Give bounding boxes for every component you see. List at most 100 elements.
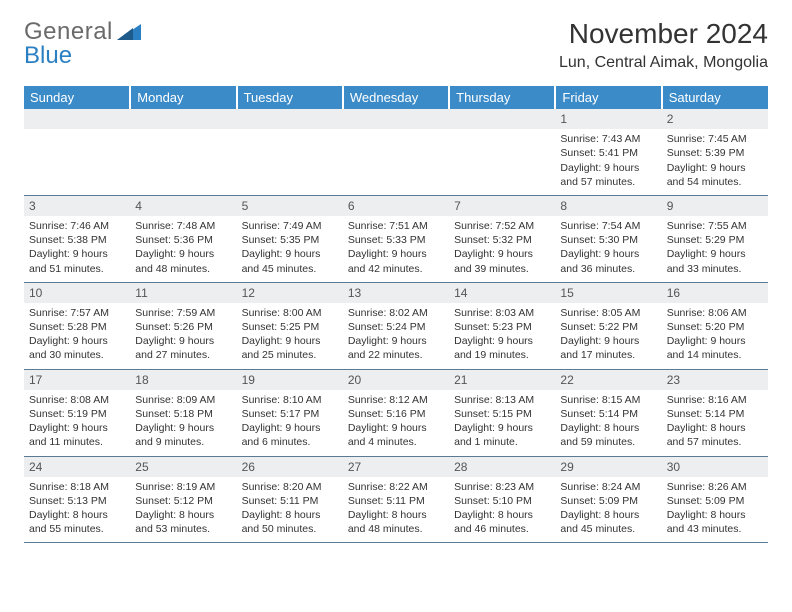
daylight-line: Daylight: 8 hours and 50 minutes.	[242, 508, 338, 536]
day-number-cell: 28	[449, 456, 555, 477]
day-header: Monday	[130, 86, 236, 109]
sunset-line: Sunset: 5:13 PM	[29, 494, 125, 508]
day-number-cell: 4	[130, 195, 236, 216]
sunrise-line: Sunrise: 8:08 AM	[29, 393, 125, 407]
day-detail-cell: Sunrise: 8:23 AMSunset: 5:10 PMDaylight:…	[449, 477, 555, 543]
sunset-line: Sunset: 5:24 PM	[348, 320, 444, 334]
day-detail-cell: Sunrise: 8:18 AMSunset: 5:13 PMDaylight:…	[24, 477, 130, 543]
day-detail-cell: Sunrise: 7:57 AMSunset: 5:28 PMDaylight:…	[24, 303, 130, 369]
daylight-line: Daylight: 9 hours and 33 minutes.	[667, 247, 763, 275]
day-header: Thursday	[449, 86, 555, 109]
day-detail-cell: Sunrise: 8:15 AMSunset: 5:14 PMDaylight:…	[555, 390, 661, 456]
sunset-line: Sunset: 5:09 PM	[667, 494, 763, 508]
day-header: Tuesday	[237, 86, 343, 109]
sunset-line: Sunset: 5:29 PM	[667, 233, 763, 247]
day-detail-cell: Sunrise: 8:19 AMSunset: 5:12 PMDaylight:…	[130, 477, 236, 543]
day-number-cell: 18	[130, 369, 236, 390]
day-number-cell: 27	[343, 456, 449, 477]
daylight-line: Daylight: 8 hours and 55 minutes.	[29, 508, 125, 536]
day-detail-cell: Sunrise: 7:43 AMSunset: 5:41 PMDaylight:…	[555, 129, 661, 195]
day-number-row: 10111213141516	[24, 282, 768, 303]
day-number-cell	[343, 109, 449, 129]
month-title: November 2024	[559, 18, 768, 50]
sunrise-line: Sunrise: 8:10 AM	[242, 393, 338, 407]
calendar-table: SundayMondayTuesdayWednesdayThursdayFrid…	[24, 86, 768, 543]
day-number-cell: 5	[237, 195, 343, 216]
sunset-line: Sunset: 5:16 PM	[348, 407, 444, 421]
sunset-line: Sunset: 5:14 PM	[667, 407, 763, 421]
sunrise-line: Sunrise: 8:09 AM	[135, 393, 231, 407]
sunset-line: Sunset: 5:30 PM	[560, 233, 656, 247]
day-detail-cell: Sunrise: 7:55 AMSunset: 5:29 PMDaylight:…	[662, 216, 768, 282]
day-number-row: 17181920212223	[24, 369, 768, 390]
sunset-line: Sunset: 5:36 PM	[135, 233, 231, 247]
day-number-cell: 14	[449, 282, 555, 303]
day-detail-cell	[449, 129, 555, 195]
day-number-cell: 6	[343, 195, 449, 216]
day-number-cell: 8	[555, 195, 661, 216]
sunset-line: Sunset: 5:41 PM	[560, 146, 656, 160]
day-number-cell: 21	[449, 369, 555, 390]
sunrise-line: Sunrise: 8:19 AM	[135, 480, 231, 494]
day-detail-cell: Sunrise: 8:00 AMSunset: 5:25 PMDaylight:…	[237, 303, 343, 369]
daylight-line: Daylight: 9 hours and 1 minute.	[454, 421, 550, 449]
sunset-line: Sunset: 5:17 PM	[242, 407, 338, 421]
sunrise-line: Sunrise: 8:15 AM	[560, 393, 656, 407]
day-number-cell: 20	[343, 369, 449, 390]
sunrise-line: Sunrise: 7:45 AM	[667, 132, 763, 146]
day-detail-cell: Sunrise: 8:05 AMSunset: 5:22 PMDaylight:…	[555, 303, 661, 369]
sunset-line: Sunset: 5:20 PM	[667, 320, 763, 334]
day-detail-row: Sunrise: 7:43 AMSunset: 5:41 PM Daylight:…	[24, 129, 768, 195]
sunrise-line: Sunrise: 8:06 AM	[667, 306, 763, 320]
sunrise-line: Sunrise: 7:48 AM	[135, 219, 231, 233]
daylight-line: Daylight: 9 hours and 9 minutes.	[135, 421, 231, 449]
sunrise-line: Sunrise: 8:26 AM	[667, 480, 763, 494]
daylight-line: Daylight: 9 hours and 48 minutes.	[135, 247, 231, 275]
sunrise-line: Sunrise: 8:12 AM	[348, 393, 444, 407]
day-detail-cell: Sunrise: 8:09 AMSunset: 5:18 PMDaylight:…	[130, 390, 236, 456]
day-detail-cell: Sunrise: 8:03 AMSunset: 5:23 PMDaylight:…	[449, 303, 555, 369]
day-detail-cell: Sunrise: 7:49 AMSunset: 5:35 PMDaylight:…	[237, 216, 343, 282]
sunrise-line: Sunrise: 7:46 AM	[29, 219, 125, 233]
daylight-line: Daylight: 8 hours and 46 minutes.	[454, 508, 550, 536]
day-number-cell: 25	[130, 456, 236, 477]
day-detail-cell	[24, 129, 130, 195]
sunrise-line: Sunrise: 8:23 AM	[454, 480, 550, 494]
daylight-line: Daylight: 9 hours and 39 minutes.	[454, 247, 550, 275]
sunset-line: Sunset: 5:26 PM	[135, 320, 231, 334]
sunrise-line: Sunrise: 8:00 AM	[242, 306, 338, 320]
day-number-cell: 23	[662, 369, 768, 390]
day-number-cell: 15	[555, 282, 661, 303]
sunset-line: Sunset: 5:18 PM	[135, 407, 231, 421]
sunrise-line: Sunrise: 8:20 AM	[242, 480, 338, 494]
sunset-line: Sunset: 5:11 PM	[242, 494, 338, 508]
day-detail-row: Sunrise: 7:57 AMSunset: 5:28 PMDaylight:…	[24, 303, 768, 369]
day-detail-cell: Sunrise: 7:54 AMSunset: 5:30 PMDaylight:…	[555, 216, 661, 282]
sunrise-line: Sunrise: 8:24 AM	[560, 480, 656, 494]
daylight-line: Daylight: 9 hours and 4 minutes.	[348, 421, 444, 449]
day-header-row: SundayMondayTuesdayWednesdayThursdayFrid…	[24, 86, 768, 109]
daylight-line: Daylight: 9 hours and 54 minutes.	[667, 161, 763, 189]
sunset-line: Sunset: 5:25 PM	[242, 320, 338, 334]
day-detail-cell: Sunrise: 8:16 AMSunset: 5:14 PMDaylight:…	[662, 390, 768, 456]
sunrise-line: Sunrise: 8:05 AM	[560, 306, 656, 320]
day-number-cell	[449, 109, 555, 129]
day-detail-cell: Sunrise: 8:12 AMSunset: 5:16 PMDaylight:…	[343, 390, 449, 456]
day-detail-cell	[237, 129, 343, 195]
day-number-cell: 12	[237, 282, 343, 303]
sunrise-line: Sunrise: 7:49 AM	[242, 219, 338, 233]
daylight-line: Daylight: 9 hours and 51 minutes.	[29, 247, 125, 275]
daylight-line: Daylight: 9 hours and 22 minutes.	[348, 334, 444, 362]
sunrise-line: Sunrise: 8:02 AM	[348, 306, 444, 320]
daylight-line: Daylight: 9 hours and 36 minutes.	[560, 247, 656, 275]
daylight-line: Daylight: 8 hours and 45 minutes.	[560, 508, 656, 536]
sunrise-line: Sunrise: 7:43 AM	[560, 132, 656, 146]
logo-triangle-icon	[117, 22, 143, 42]
day-header: Saturday	[662, 86, 768, 109]
sunset-line: Sunset: 5:14 PM	[560, 407, 656, 421]
day-number-cell: 16	[662, 282, 768, 303]
day-detail-cell: Sunrise: 8:10 AMSunset: 5:17 PMDaylight:…	[237, 390, 343, 456]
day-detail-cell: Sunrise: 7:46 AMSunset: 5:38 PMDaylight:…	[24, 216, 130, 282]
sunset-line: Sunset: 5:22 PM	[560, 320, 656, 334]
daylight-line: Daylight: 9 hours and 17 minutes.	[560, 334, 656, 362]
